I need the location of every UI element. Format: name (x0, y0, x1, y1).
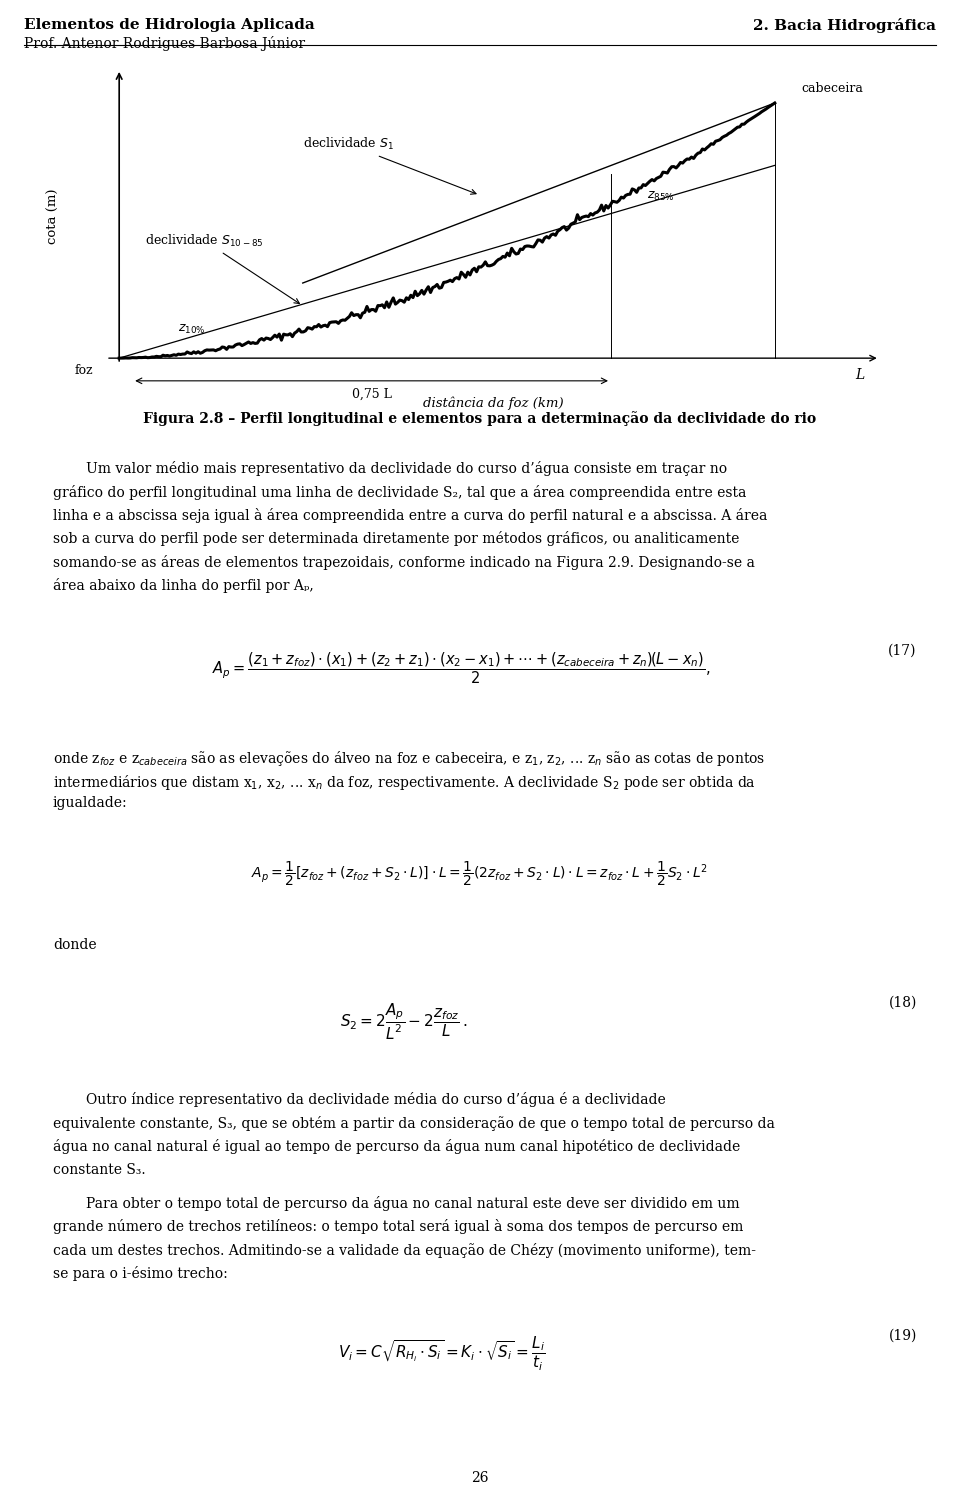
Text: onde z$_{foz}$ e z$_{cabeceira}$ são as elevações do álveo na foz e cabeceira, e: onde z$_{foz}$ e z$_{cabeceira}$ são as … (53, 750, 765, 768)
Text: $A_p = \dfrac{1}{2}\left[z_{foz} + \left(z_{foz} + S_2 \cdot L\right)\right]\cdo: $A_p = \dfrac{1}{2}\left[z_{foz} + \left… (252, 860, 708, 888)
Text: declividade $S_{10-85}$: declividade $S_{10-85}$ (145, 233, 300, 304)
Text: $S_2 = 2\dfrac{A_p}{L^2} - 2\dfrac{z_{foz}}{L}\,.$: $S_2 = 2\dfrac{A_p}{L^2} - 2\dfrac{z_{fo… (340, 1002, 467, 1042)
Text: cada um destes trechos. Admitindo-se a validade da equação de Chézy (movimento u: cada um destes trechos. Admitindo-se a v… (53, 1243, 756, 1258)
Text: sob a curva do perfil pode ser determinada diretamente por métodos gráficos, ou : sob a curva do perfil pode ser determina… (53, 532, 739, 546)
Text: $z_{85\%}$: $z_{85\%}$ (647, 189, 675, 203)
Text: Outro índice representativo da declividade média do curso d’água é a declividade: Outro índice representativo da declivida… (86, 1093, 666, 1107)
Text: Elementos de Hidrologia Aplicada: Elementos de Hidrologia Aplicada (24, 18, 315, 32)
Text: $V_i = C\sqrt{R_{H_i}\cdot S_i} = K_i\cdot\sqrt{S_i} = \dfrac{L_i}{t_i}$: $V_i = C\sqrt{R_{H_i}\cdot S_i} = K_i\cd… (338, 1335, 545, 1373)
Text: Figura 2.8 – Perfil longitudinal e elementos para a determinação da declividade : Figura 2.8 – Perfil longitudinal e eleme… (143, 411, 817, 426)
Text: 0,75 L: 0,75 L (351, 389, 392, 401)
Text: $A_p = \dfrac{\left(z_1 + z_{foz}\right)\cdot\left(x_1\right)+\left(z_2+z_1\righ: $A_p = \dfrac{\left(z_1 + z_{foz}\right)… (211, 652, 710, 686)
Text: igualdade:: igualdade: (53, 797, 128, 810)
Text: foz: foz (74, 364, 93, 376)
Text: 26: 26 (471, 1471, 489, 1485)
Text: $z_{10\%}$: $z_{10\%}$ (179, 324, 205, 336)
Text: água no canal natural é igual ao tempo de percurso da água num canal hipotético : água no canal natural é igual ao tempo d… (53, 1140, 740, 1154)
Text: grande número de trechos retilíneos: o tempo total será igual à soma dos tempos : grande número de trechos retilíneos: o t… (53, 1219, 743, 1234)
Text: somando-se as áreas de elementos trapezoidais, conforme indicado na Figura 2.9. : somando-se as áreas de elementos trapezo… (53, 555, 755, 570)
Text: Um valor médio mais representativo da declividade do curso d’água consiste em tr: Um valor médio mais representativo da de… (86, 461, 728, 476)
Text: distância da foz (km): distância da foz (km) (422, 396, 564, 410)
Text: L: L (855, 367, 865, 383)
Text: cota (m): cota (m) (47, 189, 60, 243)
Text: Para obter o tempo total de percurso da água no canal natural este deve ser divi: Para obter o tempo total de percurso da … (86, 1196, 740, 1211)
Text: declividade $S_1$: declividade $S_1$ (303, 136, 476, 194)
Text: área abaixo da linha do perfil por Aₚ,: área abaixo da linha do perfil por Aₚ, (53, 579, 314, 593)
Text: Prof. Antenor Rodrigues Barbosa Júnior: Prof. Antenor Rodrigues Barbosa Júnior (24, 36, 305, 51)
Text: cabeceira: cabeceira (801, 82, 863, 95)
Text: constante S₃.: constante S₃. (53, 1163, 145, 1176)
Text: intermediários que distam x$_1$, x$_2$, ... x$_n$ da foz, respectivamente. A dec: intermediários que distam x$_1$, x$_2$, … (53, 773, 756, 792)
Text: (17): (17) (888, 644, 917, 658)
Text: equivalente constante, S₃, que se obtém a partir da consideração de que o tempo : equivalente constante, S₃, que se obtém … (53, 1116, 775, 1131)
Text: linha e a abscissa seja igual à área compreendida entre a curva do perfil natura: linha e a abscissa seja igual à área com… (53, 508, 767, 523)
Text: 2. Bacia Hidrográfica: 2. Bacia Hidrográfica (753, 18, 936, 33)
Text: se para o i-ésimo trecho:: se para o i-ésimo trecho: (53, 1267, 228, 1281)
Text: gráfico do perfil longitudinal uma linha de declividade S₂, tal que a área compr: gráfico do perfil longitudinal uma linha… (53, 484, 746, 499)
Text: donde: donde (53, 937, 96, 953)
Text: (18): (18) (888, 996, 917, 1010)
Text: (19): (19) (888, 1329, 917, 1343)
